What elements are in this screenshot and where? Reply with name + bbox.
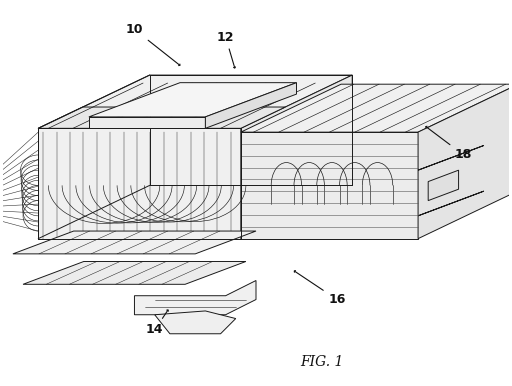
Polygon shape <box>241 132 418 239</box>
Polygon shape <box>428 170 459 201</box>
Text: 16: 16 <box>294 271 346 306</box>
Text: 10: 10 <box>126 23 180 66</box>
Polygon shape <box>418 84 512 239</box>
Polygon shape <box>38 107 139 128</box>
Polygon shape <box>38 128 241 239</box>
Polygon shape <box>418 191 484 216</box>
Polygon shape <box>89 117 205 128</box>
Polygon shape <box>418 146 484 170</box>
Polygon shape <box>135 281 256 315</box>
Polygon shape <box>23 261 246 284</box>
Text: FIG. 1: FIG. 1 <box>300 355 344 369</box>
Polygon shape <box>155 311 236 334</box>
Polygon shape <box>241 75 352 239</box>
Text: 12: 12 <box>217 30 236 68</box>
Polygon shape <box>38 75 352 128</box>
Polygon shape <box>13 231 256 254</box>
Text: 14: 14 <box>146 310 168 337</box>
Polygon shape <box>241 84 512 132</box>
Text: 18: 18 <box>426 126 473 161</box>
Polygon shape <box>195 107 285 128</box>
Polygon shape <box>89 83 296 117</box>
Polygon shape <box>205 83 296 128</box>
